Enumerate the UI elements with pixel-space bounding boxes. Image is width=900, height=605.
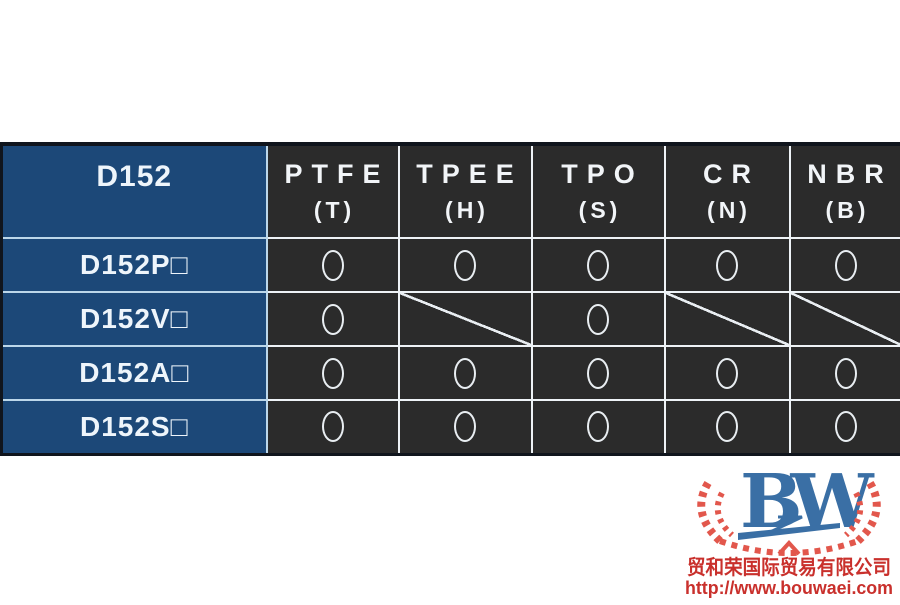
company-website-text: http://www.bouwaei.com bbox=[685, 578, 893, 598]
bw-monogram-icon: BW bbox=[738, 459, 875, 545]
column-header-tpee: TPEE (H) bbox=[399, 144, 532, 238]
circle-symbol-icon bbox=[835, 358, 857, 389]
circle-symbol-icon bbox=[716, 411, 738, 442]
material-code: (T) bbox=[268, 197, 398, 224]
material-name: PTFE bbox=[268, 159, 398, 190]
compatibility-circle-cell bbox=[399, 346, 532, 400]
circle-symbol-icon bbox=[587, 250, 609, 281]
compatibility-circle-cell bbox=[790, 346, 900, 400]
table-row: D152V□ bbox=[2, 292, 900, 346]
column-header-tpo: TPO (S) bbox=[532, 144, 665, 238]
circle-symbol-icon bbox=[835, 411, 857, 442]
circle-symbol-icon bbox=[587, 304, 609, 335]
compatibility-slash-cell bbox=[399, 292, 532, 346]
material-compatibility-table: D152 PTFE (T)TPEE (H)TPO (S)CR (N)NBR (B) D15… bbox=[0, 142, 900, 456]
slash-symbol-icon bbox=[791, 293, 900, 345]
circle-symbol-icon bbox=[454, 250, 476, 281]
compatibility-circle-cell bbox=[267, 346, 399, 400]
material-name: TPEE bbox=[400, 159, 531, 190]
compatibility-circle-cell bbox=[399, 238, 532, 292]
circle-symbol-icon bbox=[587, 358, 609, 389]
circle-symbol-icon bbox=[322, 411, 344, 442]
column-header-ptfe: PTFE (T) bbox=[267, 144, 399, 238]
compatibility-slash-cell bbox=[790, 292, 900, 346]
material-name: NBR bbox=[791, 159, 900, 190]
slash-symbol-icon bbox=[666, 293, 789, 345]
company-name-text: 贸和荣国际贸易有限公司 bbox=[687, 555, 891, 579]
row-label: D152S□ bbox=[2, 400, 267, 454]
compatibility-circle-cell bbox=[790, 238, 900, 292]
slash-symbol-icon bbox=[400, 293, 531, 345]
circle-symbol-icon bbox=[587, 411, 609, 442]
material-code: (B) bbox=[791, 197, 900, 224]
compatibility-circle-cell bbox=[532, 346, 665, 400]
circle-symbol-icon bbox=[322, 250, 344, 281]
compatibility-circle-cell bbox=[267, 292, 399, 346]
circle-symbol-icon bbox=[454, 411, 476, 442]
compatibility-slash-cell bbox=[665, 292, 790, 346]
material-code: (N) bbox=[666, 197, 789, 224]
circle-symbol-icon bbox=[322, 304, 344, 335]
compatibility-circle-cell bbox=[532, 400, 665, 454]
compatibility-circle-cell bbox=[665, 346, 790, 400]
circle-symbol-icon bbox=[716, 358, 738, 389]
compatibility-circle-cell bbox=[399, 400, 532, 454]
column-header-nbr: NBR (B) bbox=[790, 144, 900, 238]
compatibility-circle-cell bbox=[790, 400, 900, 454]
compatibility-circle-cell bbox=[665, 238, 790, 292]
compatibility-circle-cell bbox=[665, 400, 790, 454]
table-row: D152P□ bbox=[2, 238, 900, 292]
compatibility-circle-cell bbox=[267, 238, 399, 292]
table-header-row: D152 PTFE (T)TPEE (H)TPO (S)CR (N)NBR (B) bbox=[2, 144, 900, 238]
company-logo-graphic: BW 贸和荣国际贸易有限公司 http://www.bouwaei.com bbox=[682, 453, 896, 600]
compatibility-circle-cell bbox=[532, 292, 665, 346]
row-label: D152V□ bbox=[2, 292, 267, 346]
company-logo: BW 贸和荣国际贸易有限公司 http://www.bouwaei.com bbox=[682, 453, 896, 600]
material-code: (S) bbox=[533, 197, 664, 224]
table-row: D152S□ bbox=[2, 400, 900, 454]
compatibility-circle-cell bbox=[267, 400, 399, 454]
compatibility-circle-cell bbox=[532, 238, 665, 292]
table-row: D152A□ bbox=[2, 346, 900, 400]
table-corner-series-label: D152 bbox=[2, 144, 267, 238]
column-header-cr: CR (N) bbox=[665, 144, 790, 238]
row-label: D152P□ bbox=[2, 238, 267, 292]
circle-symbol-icon bbox=[835, 250, 857, 281]
circle-symbol-icon bbox=[716, 250, 738, 281]
row-label: D152A□ bbox=[2, 346, 267, 400]
material-code: (H) bbox=[400, 197, 531, 224]
circle-symbol-icon bbox=[454, 358, 476, 389]
material-name: TPO bbox=[533, 159, 664, 190]
material-name: CR bbox=[666, 159, 789, 190]
circle-symbol-icon bbox=[322, 358, 344, 389]
